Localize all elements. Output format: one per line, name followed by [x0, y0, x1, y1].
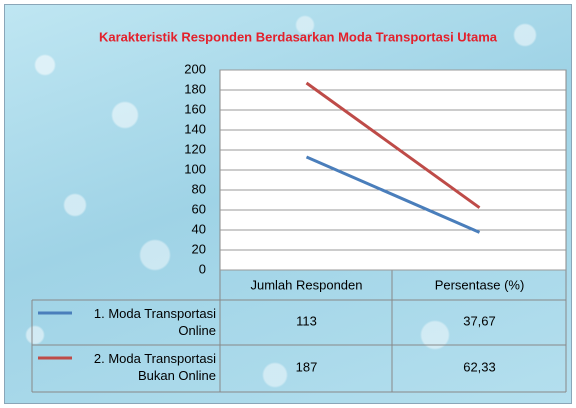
data-table [31, 270, 567, 393]
table-value: 62,33 [463, 359, 496, 374]
y-tick-label: 140 [184, 121, 206, 136]
y-tick-label: 180 [184, 81, 206, 96]
legend-label: 1. Moda Transportasi Online [93, 306, 216, 338]
y-tick-label: 20 [192, 241, 206, 256]
y-tick-label: 60 [192, 201, 206, 216]
table-value: 113 [296, 313, 317, 328]
table-value: 37,67 [463, 313, 496, 328]
y-tick-label: 120 [184, 141, 206, 156]
series-line [305, 81, 481, 209]
x-tick-label: Persentase (%) [435, 277, 525, 292]
legend-label: 2. Moda Transportasi Bukan Online [93, 351, 216, 383]
y-tick-label: 40 [192, 221, 206, 236]
y-tick-label: 100 [184, 161, 206, 176]
y-tick-label: 200 [184, 61, 206, 76]
y-tick-label: 160 [184, 101, 206, 116]
x-tick-label: Jumlah Responden [250, 277, 362, 292]
series-line [305, 155, 481, 234]
y-tick-label: 0 [199, 261, 206, 276]
y-tick-label: 80 [192, 181, 206, 196]
chart-title: Karakteristik Responden Berdasarkan Moda… [99, 29, 498, 44]
table-value: 187 [296, 359, 318, 374]
